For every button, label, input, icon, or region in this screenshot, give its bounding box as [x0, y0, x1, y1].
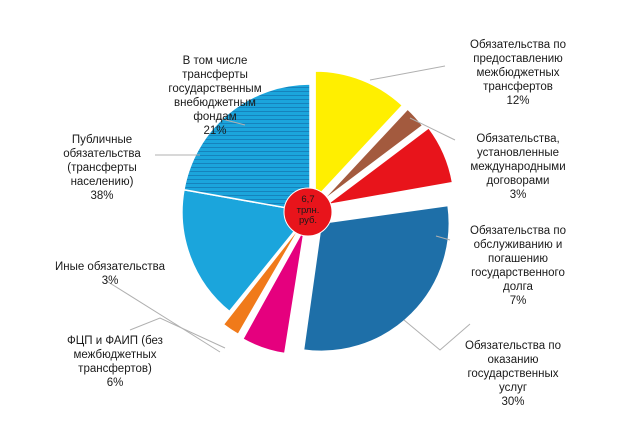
slice-mezhdunarodnye-dogovory [326, 126, 454, 206]
label-gosudarstvennye-uslugi-text: Обязательства по оказанию государственны… [465, 340, 561, 394]
leader-gosudarstvennye-uslugi [403, 319, 471, 351]
label-mezhbyudzhetnye-transferty-percent: 12% [506, 95, 530, 107]
label-gosudarstvennye-uslugi: Обязательства по оказанию государственны… [443, 325, 583, 423]
label-gosudarstvennye-uslugi-percent: 30% [501, 396, 525, 408]
slice-gosudarstvennyi-dolg [302, 204, 451, 353]
label-fcp-faip-text: ФЦП и ФАИП (без межбюджетных трансфертов… [67, 335, 163, 375]
label-mezhdunarodnye-dogovory-percent: 3% [509, 189, 527, 201]
label-inye-obyazatelstva-percent: 3% [101, 275, 119, 287]
label-vnebyudzhetnye-fondy-percent: 21% [203, 125, 227, 137]
label-inye-obyazatelstva-text: Иные обязательства [54, 261, 166, 273]
slice-fcp-faip [222, 223, 303, 336]
leader-mezhdunarodnye-dogovory [409, 117, 456, 141]
leader-fcp-faip [129, 317, 226, 349]
label-gosudarstvennyi-dolg-percent: 7% [509, 295, 527, 307]
label-vnebyudzhetnye-fondy: В том числе трансферты государственным в… [150, 40, 280, 152]
label-mezhbyudzhetnye-transferty: Обязательства по предоставлению межбюдже… [448, 24, 588, 122]
slice-brown [319, 107, 424, 204]
slice-inye-obyazatelstva [181, 188, 312, 313]
label-gosudarstvennyi-dolg: Обязательства по обслуживанию и погашени… [448, 210, 588, 322]
label-mezhdunarodnye-dogovory: Обязательства, установленные международн… [458, 118, 578, 216]
leader-mezhbyudzhetnye-transferty [369, 65, 446, 81]
label-mezhbyudzhetnye-transferty-text: Обязательства по предоставлению межбюдже… [470, 39, 566, 93]
center-circle [283, 187, 333, 237]
center-total-label: 6,7 трлн. руб. [296, 194, 320, 227]
label-inye-obyazatelstva: Иные обязательства 3% [45, 246, 175, 302]
label-publichnye-obyazatelstva-percent: 38% [90, 190, 114, 202]
label-fcp-faip-percent: 6% [106, 377, 124, 389]
label-gosudarstvennyi-dolg-text: Обязательства по обслуживанию и погашени… [470, 225, 566, 293]
label-fcp-faip: ФЦП и ФАИП (без межбюджетных трансфертов… [40, 320, 190, 404]
slice-gosudarstvennye-uslugi [241, 226, 306, 355]
slice-publichnye-obyazatelstva [183, 83, 311, 213]
label-mezhdunarodnye-dogovory-text: Обязательства, установленные международн… [470, 133, 566, 187]
label-publichnye-obyazatelstva: Публичные обязательства (трансферты насе… [52, 119, 152, 217]
pie-chart-svg [104, 65, 471, 355]
slice-mezhbyudzhetnye-transferty [314, 70, 404, 201]
leader-vnebyudzhetnye-fondy [217, 117, 246, 126]
leader-gosudarstvennyi-dolg [435, 235, 451, 241]
leader-inye-obyazatelstva [104, 279, 221, 353]
label-vnebyudzhetnye-fondy-text: В том числе трансферты государственным в… [168, 55, 262, 123]
pie-chart: Обязательства по предоставлению межбюдже… [40, 24, 588, 408]
label-publichnye-obyazatelstva-text: Публичные обязательства (трансферты насе… [63, 134, 141, 188]
